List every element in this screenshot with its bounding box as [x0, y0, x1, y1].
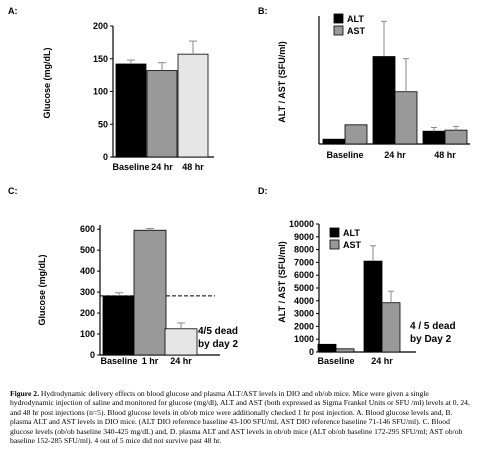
y-tick-label: 600	[80, 224, 95, 234]
y-tick-label: 150	[93, 54, 108, 64]
y-tick-label: 4000	[294, 296, 314, 306]
bar	[422, 130, 446, 145]
legend-swatch	[329, 227, 340, 238]
x-tick-label: 24 hr	[151, 162, 173, 172]
y-tick-label: 200	[93, 21, 108, 31]
x-tick-label: 24 hr	[384, 150, 406, 160]
x-tick-label: Baseline	[112, 162, 149, 172]
x-tick-label: Baseline	[317, 356, 354, 366]
bar	[394, 91, 418, 145]
legend-label: ALT	[347, 14, 364, 24]
y-tick-label: 8000	[294, 245, 314, 255]
annotation-text: 4 / 5 dead	[410, 321, 456, 332]
y-tick-label: 200	[80, 308, 95, 318]
legend-swatch	[333, 25, 344, 36]
y-tick-label: 300	[80, 287, 95, 297]
panel-label: A:	[8, 6, 18, 16]
y-tick-label: 1000	[294, 334, 314, 344]
y-tick-label: 50	[98, 119, 108, 129]
figure-caption: Figure 2. Hydrodynamic delivery effects …	[10, 389, 472, 465]
bar	[372, 56, 396, 145]
bar	[317, 343, 337, 353]
y-tick-label: 10000	[289, 219, 314, 229]
y-axis-label: Glucose (mg/dL)	[42, 47, 52, 118]
y-tick-label: 5000	[294, 283, 314, 293]
y-tick-label: 400	[80, 266, 95, 276]
x-tick-label: Baseline	[100, 356, 137, 366]
caption-text: Hydrodynamic delivery effects on blood g…	[10, 389, 470, 446]
y-tick-label: 0	[103, 152, 108, 162]
x-tick-label: 48 hr	[434, 150, 456, 160]
panel-label: D:	[258, 186, 268, 196]
y-axis-label: ALT / AST (SFU/ml)	[277, 241, 287, 323]
y-tick-label: 0	[309, 347, 314, 357]
x-tick-label: 1 hr	[142, 356, 159, 366]
bar	[102, 295, 136, 356]
annotation-text: by Day 2	[410, 334, 452, 345]
bar	[344, 124, 368, 145]
y-tick-label: 6000	[294, 270, 314, 280]
y-tick-label: 100	[80, 329, 95, 339]
panel-label: C:	[8, 186, 18, 196]
bar	[115, 63, 147, 158]
legend-label: AST	[343, 240, 362, 250]
bar	[146, 70, 178, 158]
x-tick-label: 48 hr	[182, 162, 204, 172]
bar	[444, 129, 468, 145]
legend-swatch	[329, 239, 340, 250]
bar	[363, 260, 383, 353]
bar	[164, 328, 198, 356]
y-tick-label: 500	[80, 245, 95, 255]
bar	[133, 229, 167, 356]
legend-swatch	[333, 13, 344, 24]
legend-label: ALT	[343, 228, 360, 238]
annotation-text: by day 2	[198, 339, 238, 350]
y-axis-label: Glucose (mg/dL)	[37, 254, 47, 325]
y-tick-label: 3000	[294, 309, 314, 319]
bar	[177, 53, 209, 158]
x-tick-label: 24 hr	[170, 356, 192, 366]
bar	[381, 302, 401, 353]
annotation-text: 4/5 dead	[198, 326, 238, 337]
y-tick-label: 100	[93, 87, 108, 97]
bar	[335, 348, 355, 353]
panel-label: B:	[258, 6, 268, 16]
y-tick-label: 2000	[294, 321, 314, 331]
x-tick-label: 24 hr	[371, 356, 393, 366]
x-tick-label: Baseline	[326, 150, 363, 160]
y-tick-label: 9000	[294, 232, 314, 242]
bar	[322, 138, 346, 145]
legend-label: AST	[347, 26, 366, 36]
y-tick-label: 0	[90, 350, 95, 360]
y-tick-label: 7000	[294, 257, 314, 267]
caption-label: Figure 2.	[10, 389, 39, 398]
y-axis-label: ALT / AST (SFU/ml)	[277, 41, 287, 123]
